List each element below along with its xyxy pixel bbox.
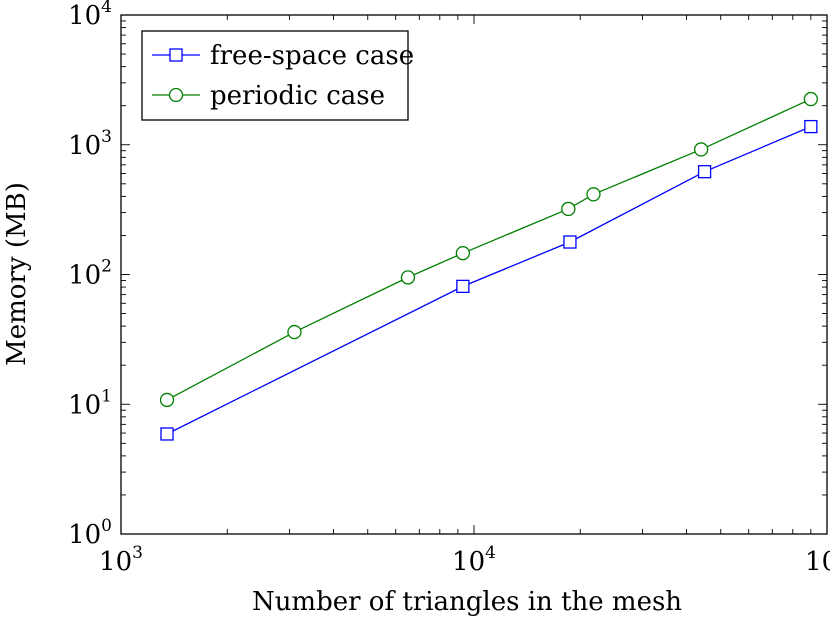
legend-label-free-space: free-space case	[210, 41, 414, 71]
series-0	[160, 119, 818, 441]
legend-box	[141, 30, 409, 121]
x-tick-label: 104	[452, 543, 496, 577]
x-tick-label: 105	[805, 543, 830, 577]
y-tick-label: 101	[68, 386, 112, 420]
data-point	[160, 427, 174, 441]
data-point	[400, 270, 416, 285]
data-point	[287, 324, 302, 340]
legend: free-space case periodic case	[141, 30, 414, 121]
data-point	[455, 246, 471, 261]
data-point	[561, 201, 576, 217]
data-point	[693, 142, 709, 157]
data-point	[697, 165, 712, 179]
series-1	[159, 91, 818, 408]
data-point	[804, 119, 818, 134]
y-tick-label: 100	[68, 516, 112, 550]
series-line	[166, 98, 812, 401]
data-point	[563, 235, 577, 249]
data-point	[803, 91, 818, 107]
x-tick-label: 103	[99, 543, 143, 577]
data-point	[586, 187, 601, 202]
y-tick-label: 102	[68, 257, 112, 291]
legend-label-periodic: periodic case	[210, 81, 385, 111]
minor-ticks	[121, 15, 827, 534]
y-tick-label: 103	[68, 127, 112, 161]
series-layer	[159, 91, 818, 441]
data-point	[159, 392, 175, 408]
x-tick-labels: 103 104 105	[99, 543, 830, 577]
legend-square-marker-icon	[169, 48, 183, 62]
legend-circle-marker-icon	[168, 87, 184, 103]
y-tick-labels: 100 101 102 103 104	[68, 0, 112, 550]
x-axis-label: Number of triangles in the mesh	[252, 587, 682, 617]
major-ticks	[120, 14, 828, 535]
data-point	[456, 279, 470, 294]
y-axis-label: Memory (MB)	[2, 182, 32, 366]
y-tick-label: 104	[68, 0, 112, 31]
